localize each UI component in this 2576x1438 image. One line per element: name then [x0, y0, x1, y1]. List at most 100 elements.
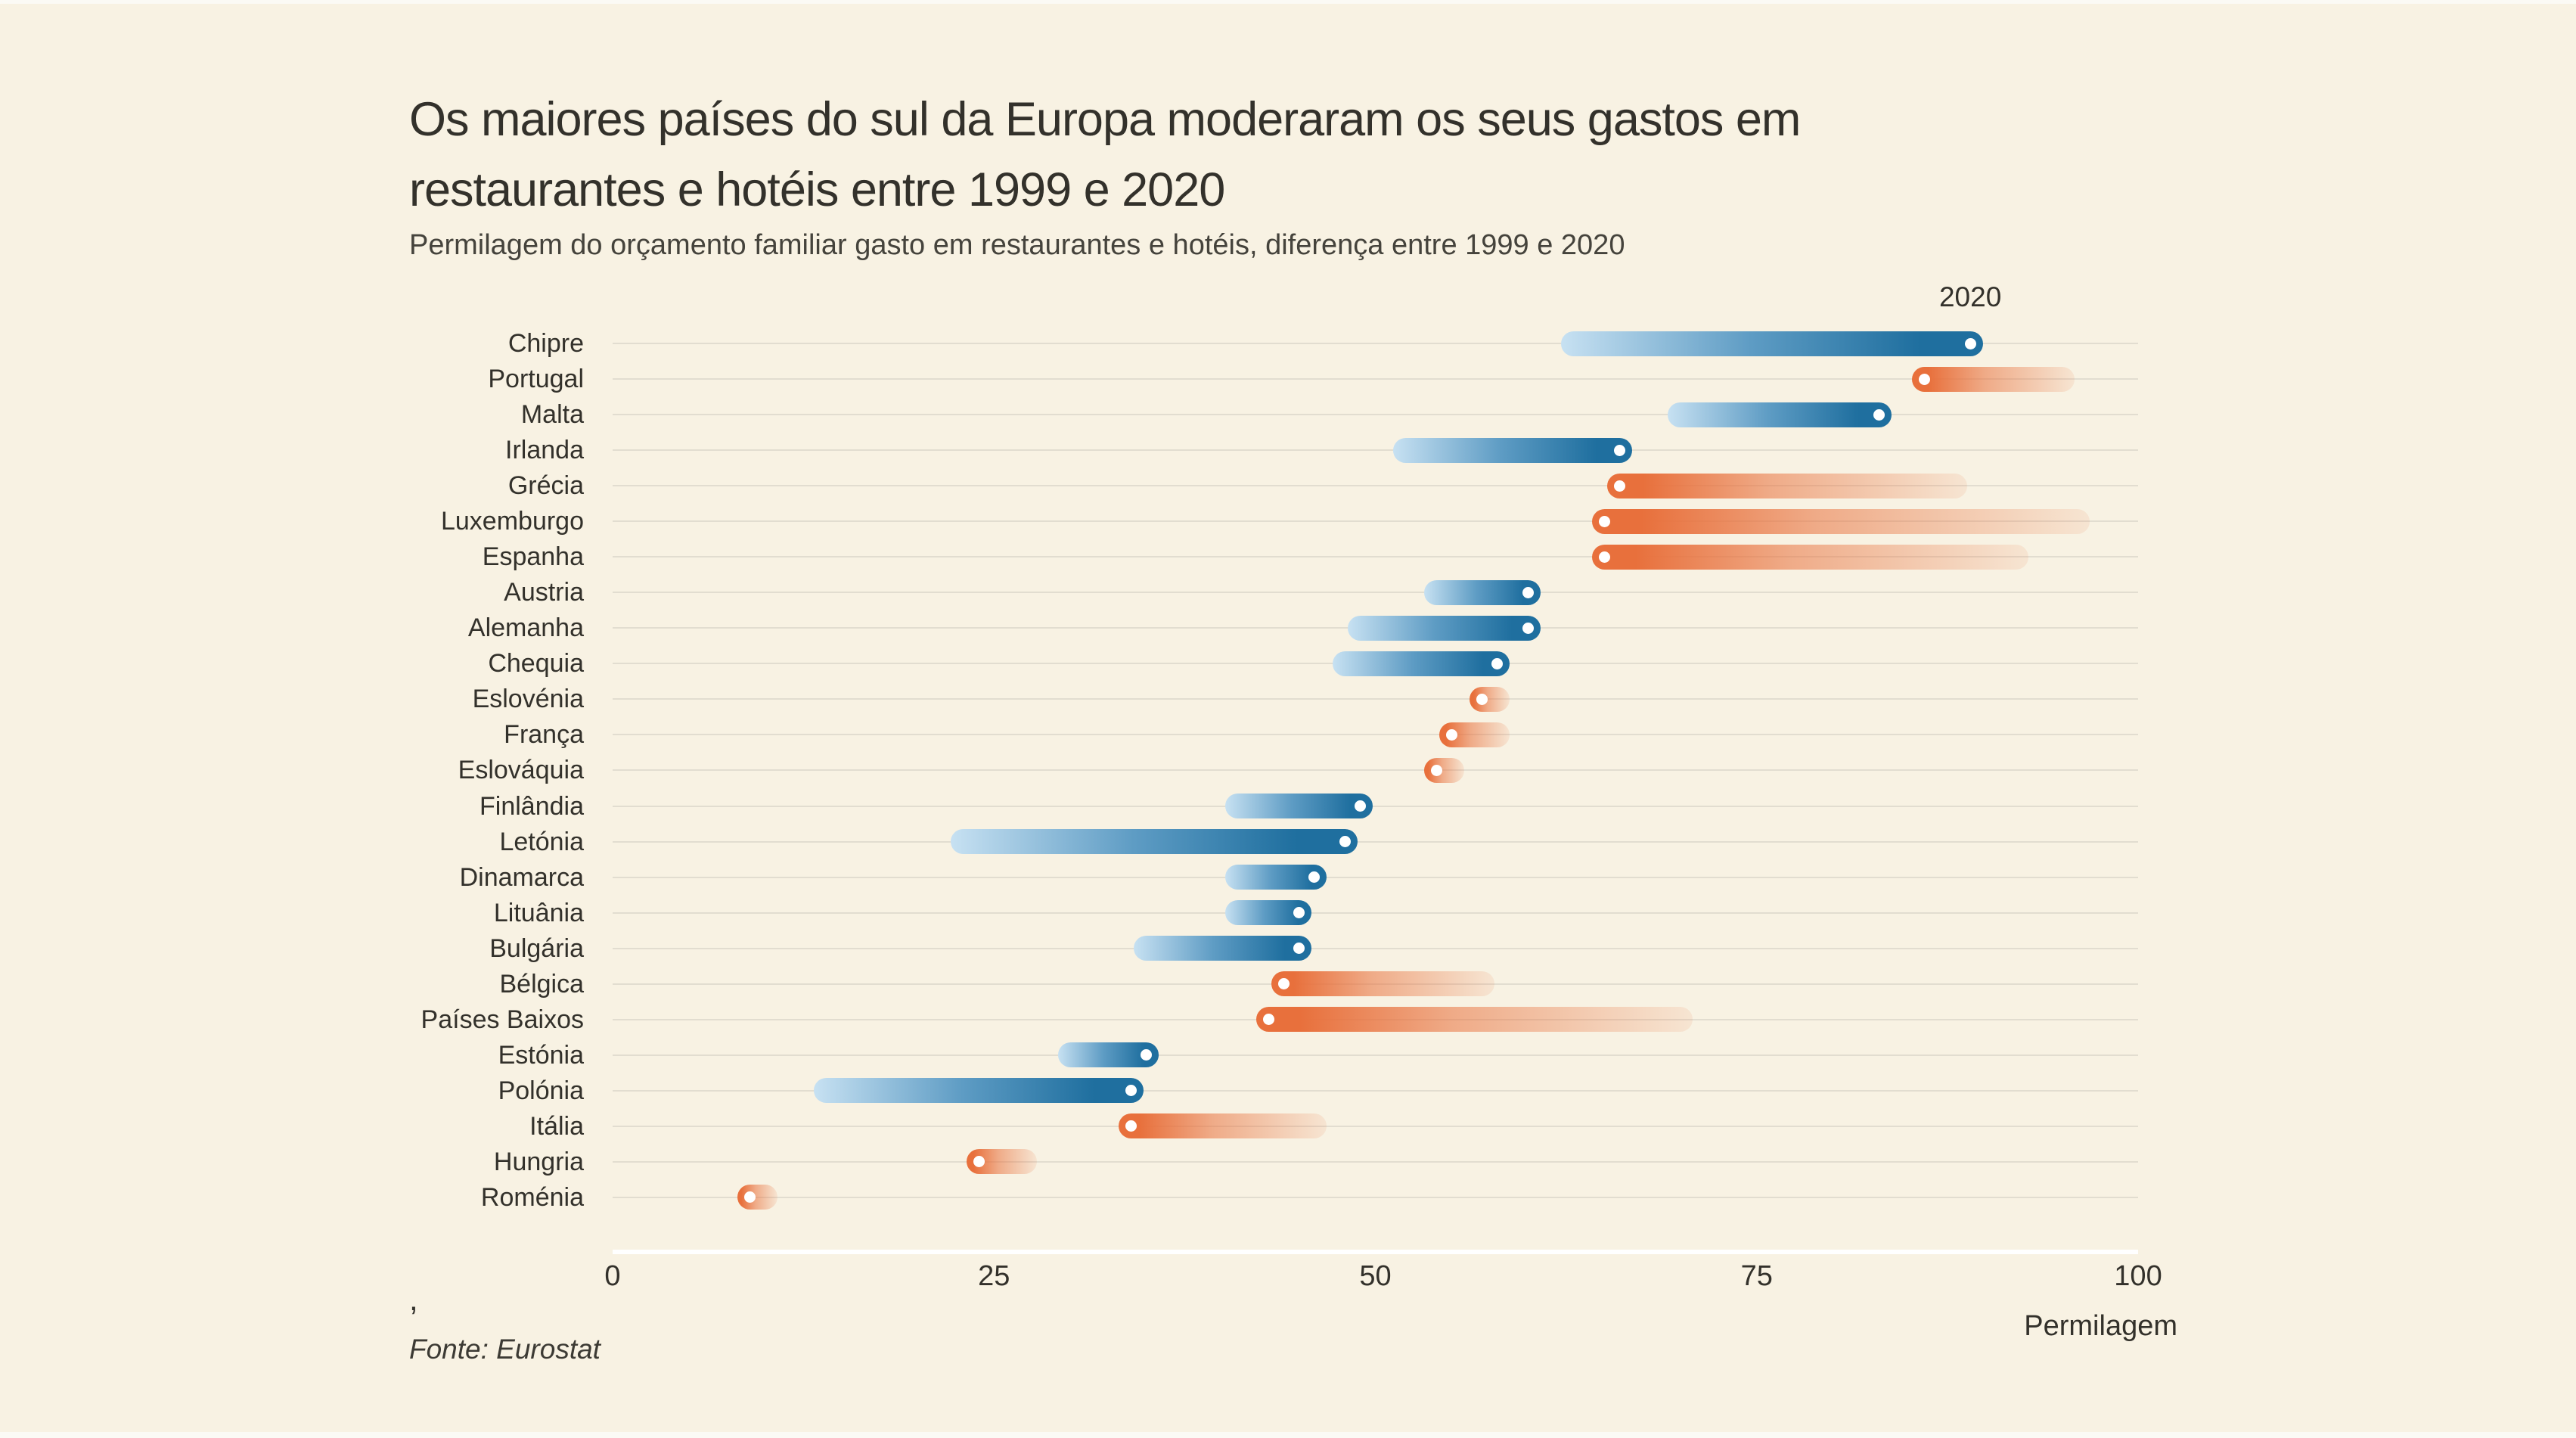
gridline	[613, 556, 2138, 558]
bar-decrease	[1591, 508, 2090, 534]
country-label: Itália	[529, 1111, 584, 1141]
dot-2020	[1293, 907, 1305, 919]
bar-increase	[1561, 331, 1983, 356]
bar-decrease	[1912, 366, 2075, 392]
source-note: Fonte: Eurostat	[409, 1334, 601, 1365]
bar-decrease	[1255, 1007, 1693, 1033]
dot-2020	[1308, 871, 1321, 884]
bar-increase	[1423, 579, 1541, 605]
country-label: Portugal	[488, 365, 584, 394]
gridline	[613, 734, 2138, 736]
chart-title-line1: Os maiores países do sul da Europa moder…	[409, 93, 1801, 146]
dot-2020	[1613, 480, 1625, 492]
country-label: Eslováquia	[458, 756, 584, 785]
dot-2020	[1598, 515, 1610, 527]
country-label: Finlândia	[480, 791, 584, 821]
bar-decrease	[737, 1185, 778, 1210]
dot-2020	[1491, 657, 1504, 669]
country-label: Letónia	[499, 827, 584, 856]
dot-2020	[1873, 408, 1885, 421]
x-axis-tick-label: 75	[1740, 1260, 1773, 1292]
dot-2020	[1141, 1049, 1153, 1061]
dot-2020	[1262, 1014, 1274, 1026]
x-axis-tick-label: 50	[1359, 1260, 1392, 1292]
bar-increase	[1134, 936, 1312, 961]
bar-increase	[951, 829, 1358, 855]
dot-2020	[1964, 337, 1976, 349]
country-label: Luxemburgo	[440, 507, 584, 536]
country-label: Bélgica	[499, 969, 584, 999]
gridline	[613, 414, 2138, 416]
x-axis-tick-label: 100	[2114, 1260, 2162, 1292]
country-label: Hungria	[493, 1147, 584, 1176]
x-axis-unit-label: Permilagem	[2024, 1310, 2177, 1342]
gridline	[613, 698, 2138, 700]
legend-year-2020-label: 2020	[1938, 281, 2002, 312]
source-comma: ,	[409, 1281, 418, 1317]
dot-2020	[1445, 728, 1457, 741]
gridline	[613, 805, 2138, 807]
country-label: Malta	[520, 400, 584, 430]
country-label: Roménia	[480, 1182, 584, 1212]
country-label: Estónia	[498, 1040, 584, 1070]
country-label: Eslovénia	[472, 685, 584, 714]
gridline	[613, 947, 2138, 949]
gridline	[613, 1160, 2138, 1163]
dot-2020	[1277, 978, 1290, 990]
gridline	[613, 1089, 2138, 1092]
country-label: Dinamarca	[459, 862, 584, 892]
country-label: Polónia	[498, 1076, 584, 1105]
gridline	[613, 1054, 2138, 1056]
chart-subtitle: Permilagem do orçamento familiar gasto e…	[409, 229, 1625, 261]
country-label: Bulgária	[489, 933, 584, 963]
gridline	[613, 378, 2138, 380]
country-label: França	[504, 720, 584, 750]
country-label: Espanha	[482, 542, 584, 572]
bar-decrease	[1606, 473, 1968, 498]
country-label: Irlanda	[505, 436, 584, 465]
bar-decrease	[1119, 1113, 1327, 1139]
x-axis-tick-label: 25	[978, 1260, 1010, 1292]
dot-2020	[1476, 693, 1488, 705]
chart-title-line2: restaurantes e hotéis entre 1999 e 2020	[409, 163, 1225, 216]
country-label: Grécia	[507, 471, 584, 501]
gridline	[613, 840, 2138, 843]
dot-2020	[1125, 1120, 1137, 1132]
dot-2020	[744, 1191, 756, 1204]
bar-decrease	[1271, 971, 1495, 997]
dot-2020	[1293, 943, 1305, 955]
bar-increase	[1332, 651, 1510, 676]
dot-2020	[1919, 373, 1931, 385]
dot-2020	[1339, 836, 1351, 848]
bar-decrease	[1470, 686, 1510, 712]
dot-2020	[1598, 551, 1610, 563]
dot-2020	[1522, 622, 1534, 634]
bar-decrease	[1423, 757, 1464, 783]
bar-increase	[1393, 437, 1632, 463]
page-edge-top	[0, 0, 2576, 4]
x-axis-line	[613, 1250, 2138, 1254]
gridline	[613, 343, 2138, 344]
bar-increase	[1225, 794, 1373, 819]
bar-increase	[1347, 615, 1541, 641]
country-label: Alemanha	[467, 613, 584, 643]
page-edge-bottom	[0, 1432, 2576, 1438]
gridline	[613, 449, 2138, 452]
dot-2020	[1430, 764, 1442, 776]
dot-2020	[1613, 444, 1625, 456]
bar-increase	[813, 1078, 1144, 1104]
gridline	[613, 769, 2138, 772]
gridline	[613, 876, 2138, 878]
country-label: Austria	[504, 578, 584, 607]
country-label: Lituânia	[493, 898, 584, 927]
gridline	[613, 592, 2138, 594]
x-axis-tick-label: 0	[604, 1260, 621, 1292]
country-label: Países Baixos	[421, 1005, 584, 1034]
gridline	[613, 1125, 2138, 1127]
bar-increase	[1668, 402, 1892, 427]
country-label: Chipre	[507, 329, 584, 358]
chart-title: Os maiores países do sul da Europa moder…	[409, 85, 2149, 225]
gridline	[613, 520, 2138, 523]
dot-2020	[1354, 800, 1366, 812]
